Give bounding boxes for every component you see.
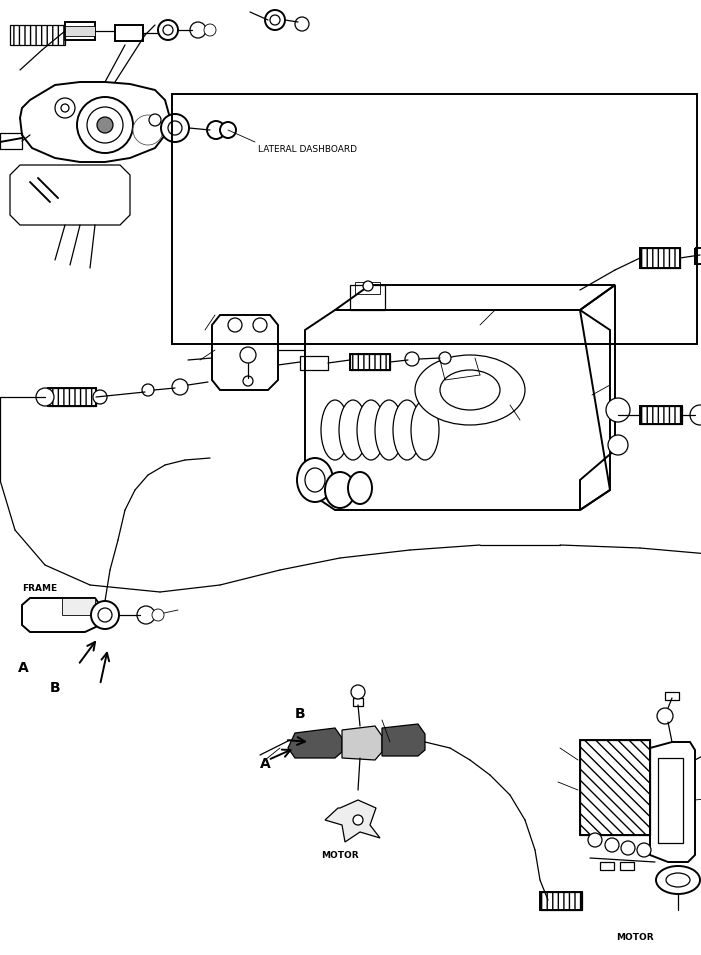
Bar [300, 356, 328, 370]
Circle shape [61, 104, 69, 112]
Circle shape [158, 20, 178, 40]
Ellipse shape [411, 400, 439, 460]
Circle shape [637, 843, 651, 857]
Ellipse shape [297, 458, 333, 502]
Polygon shape [342, 726, 382, 760]
Circle shape [657, 708, 673, 724]
Circle shape [240, 347, 256, 363]
Circle shape [405, 352, 419, 366]
Polygon shape [325, 800, 380, 842]
Circle shape [172, 379, 188, 395]
Bar [65, 22, 95, 40]
Ellipse shape [393, 400, 421, 460]
Bar [65, 26, 95, 36]
Circle shape [253, 318, 267, 332]
Circle shape [353, 815, 363, 825]
Circle shape [588, 833, 602, 847]
Text: LATERAL DASHBOARD: LATERAL DASHBOARD [258, 145, 357, 154]
Ellipse shape [666, 873, 690, 887]
Circle shape [207, 121, 225, 139]
Text: A: A [18, 661, 29, 675]
Circle shape [133, 115, 163, 145]
Bar [355, 282, 380, 294]
Ellipse shape [656, 866, 700, 894]
Circle shape [55, 98, 75, 118]
Polygon shape [288, 728, 342, 758]
Circle shape [77, 97, 133, 153]
Bar [580, 740, 650, 835]
Circle shape [608, 435, 628, 455]
Bar [353, 698, 363, 706]
Circle shape [351, 685, 365, 699]
Circle shape [439, 352, 451, 364]
Text: A: A [260, 757, 271, 771]
Circle shape [163, 25, 173, 35]
Bar [640, 406, 682, 424]
Circle shape [204, 24, 216, 36]
Ellipse shape [440, 370, 500, 410]
Circle shape [149, 114, 161, 126]
Circle shape [98, 608, 112, 622]
Circle shape [295, 17, 309, 31]
Bar [10, 25, 65, 45]
Circle shape [228, 318, 242, 332]
Ellipse shape [325, 472, 355, 508]
Ellipse shape [305, 468, 325, 492]
Polygon shape [62, 598, 95, 615]
Text: FRAME: FRAME [22, 584, 57, 593]
Circle shape [36, 388, 54, 406]
Text: B: B [295, 707, 306, 721]
Polygon shape [382, 724, 425, 756]
Circle shape [87, 107, 123, 143]
Bar [0, 133, 22, 149]
Bar [115, 25, 143, 41]
Circle shape [168, 121, 182, 135]
Ellipse shape [375, 400, 403, 460]
Bar [640, 248, 680, 268]
Bar [172, 94, 697, 344]
Bar [640, 248, 680, 268]
Bar [540, 892, 582, 910]
Text: MOTOR: MOTOR [321, 851, 359, 860]
Bar [540, 892, 582, 910]
Circle shape [161, 114, 189, 142]
Bar [350, 354, 390, 370]
Circle shape [606, 398, 630, 422]
Text: MOTOR: MOTOR [616, 933, 654, 942]
Bar [665, 692, 679, 700]
Ellipse shape [321, 400, 349, 460]
Circle shape [137, 606, 155, 624]
Circle shape [97, 117, 113, 133]
Circle shape [152, 609, 164, 621]
Ellipse shape [415, 355, 525, 425]
Circle shape [621, 841, 635, 855]
Bar [658, 758, 683, 843]
Bar [350, 285, 385, 310]
Circle shape [93, 390, 107, 404]
Circle shape [690, 405, 701, 425]
Bar [620, 862, 634, 870]
Circle shape [142, 384, 154, 396]
Bar [48, 388, 96, 406]
Circle shape [270, 15, 280, 25]
Bar [48, 388, 96, 406]
Bar [640, 406, 682, 424]
Circle shape [605, 838, 619, 852]
Bar [600, 862, 614, 870]
Circle shape [190, 22, 206, 38]
Bar [580, 740, 650, 835]
Circle shape [243, 376, 253, 386]
Bar [350, 354, 390, 370]
Circle shape [363, 281, 373, 291]
Circle shape [91, 601, 119, 629]
Text: B: B [50, 681, 60, 695]
Circle shape [220, 122, 236, 138]
Ellipse shape [357, 400, 385, 460]
Ellipse shape [339, 400, 367, 460]
Circle shape [265, 10, 285, 30]
Ellipse shape [348, 472, 372, 504]
Bar [695, 248, 701, 264]
